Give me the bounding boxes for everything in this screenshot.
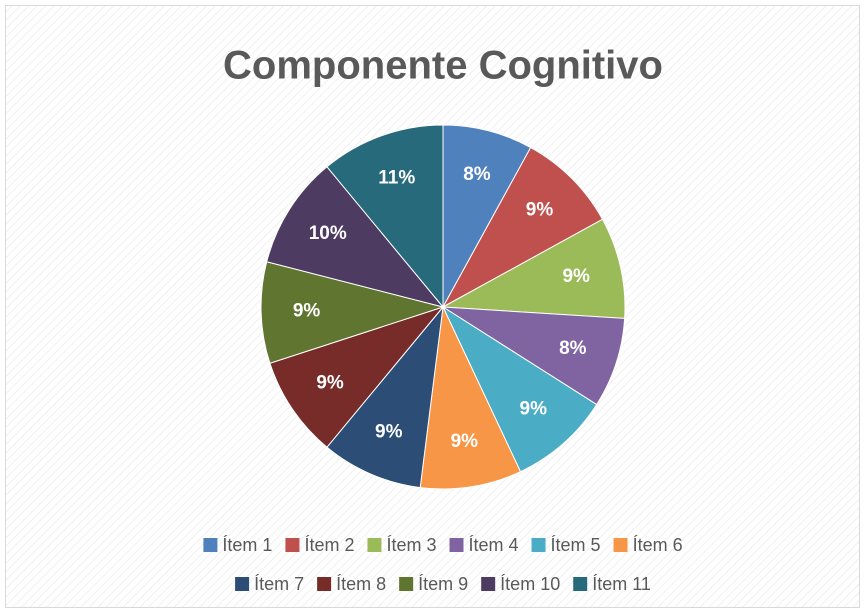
legend-label: Ítem 5 [551,535,601,555]
legend-label: Ítem 3 [386,535,436,555]
legend-row: Ítem 1 Ítem 2 Ítem 3 Ítem 4 Ítem 5 Ítem 6 [203,535,683,555]
pie: 8% 9% 9% 8% 9% 9% 9% 9% 9% 10% 11% [260,124,626,490]
pie-slice [441,305,598,473]
pie-slice [442,124,532,308]
legend-label: Ítem 8 [336,574,386,594]
legend-label: Ítem 1 [222,535,272,555]
legend-row: Ítem 7 Ítem 8 Ítem 9 Ítem 10 Ítem 11 [235,574,651,594]
data-label: 8% [463,164,491,185]
legend-swatch [399,577,414,591]
legend-label: Ítem 6 [633,535,683,555]
legend-label: Ítem 2 [304,535,354,555]
data-label: 9% [520,398,548,419]
legend-swatch [481,577,496,591]
legend-swatch [203,538,218,552]
legend-swatch [573,577,588,591]
pie-slice [442,306,626,406]
legend-swatch [285,538,300,552]
pie-slice [326,124,444,309]
data-label: 9% [562,266,590,287]
legend-swatch [531,538,546,552]
pie-slice [260,261,445,364]
legend-label: Ítem 4 [469,535,519,555]
legend-swatch [613,538,628,552]
chart-title: Componente Cognitivo [223,44,663,88]
pie-slice [419,305,522,490]
data-label: 9% [451,431,479,452]
data-label: 9% [293,300,321,321]
legend-swatch [317,577,332,591]
data-label: 9% [316,373,344,394]
legend-swatch [235,577,250,591]
legend: Ítem 1 Ítem 2 Ítem 3 Ítem 4 Ítem 5 Ítem 6Ítem… [203,535,683,594]
pie-slice [266,166,445,308]
data-label: 9% [375,421,403,442]
legend-swatch [449,538,464,552]
pie-slice [326,305,444,489]
data-label: 8% [559,338,587,359]
legend-label: Ítem 9 [418,574,468,594]
data-label: 11% [378,168,415,189]
data-label: 10% [309,223,347,244]
pie-slice [441,146,604,309]
legend-label: Ítem 7 [254,574,304,594]
pie-slice [269,305,445,448]
legend-swatch [367,538,382,552]
legend-label: Ítem 10 [500,574,560,594]
data-label: 9% [526,199,554,220]
pie-slice [441,218,626,319]
legend-label: Ítem 11 [592,574,651,594]
